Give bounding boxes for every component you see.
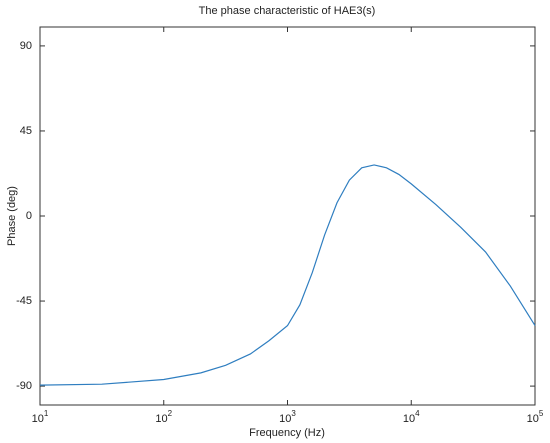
y-tick-label: 0	[26, 210, 32, 222]
y-tick-label: -45	[16, 295, 32, 307]
plot-frame	[39, 26, 536, 406]
x-tick-label: 103	[279, 409, 296, 425]
line-series	[39, 164, 536, 386]
y-tick-label: -90	[16, 380, 32, 392]
x-tick-label: 104	[403, 409, 420, 425]
x-tick-label: 105	[527, 409, 544, 425]
y-axis-label: Phase (deg)	[6, 186, 18, 246]
y-tick-label: 45	[20, 125, 32, 137]
x-axis-label: Frequency (Hz)	[249, 427, 325, 439]
x-tick-label: 101	[32, 409, 49, 425]
chart-title: The phase characteristic of HAE3(s)	[199, 5, 376, 17]
y-tick-label: 90	[20, 40, 32, 52]
x-tick-label: 102	[155, 409, 172, 425]
